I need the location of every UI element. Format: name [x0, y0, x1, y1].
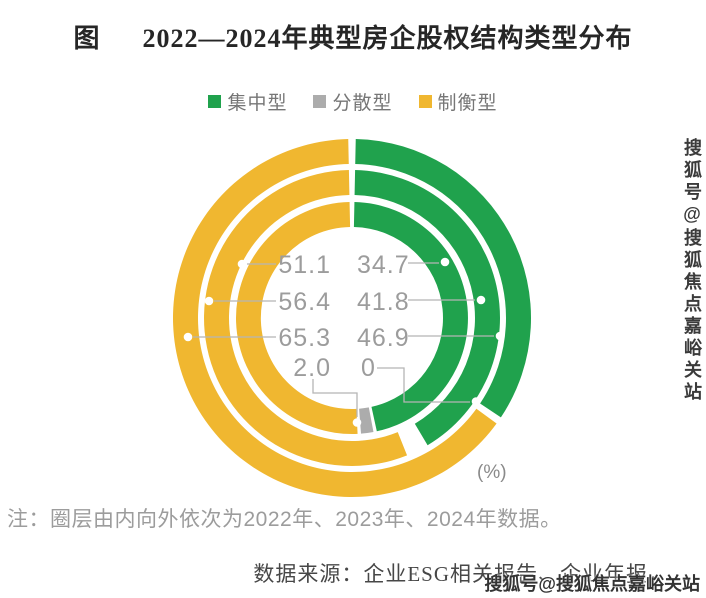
ring-2024-segment-集中型 [355, 139, 532, 418]
ring-2023-segment-制衡型 [204, 170, 408, 466]
legend-item-分散型: 分散型 [313, 88, 392, 115]
legend-item-集中型: 集中型 [208, 88, 287, 115]
leader-polyline-gray-left [312, 379, 358, 417]
ring-2022-segment-分散型 [359, 407, 374, 434]
value-label-分散型-2022: 2.0 [293, 354, 331, 382]
ring-2022-segment-制衡型 [236, 202, 358, 435]
unit-label: (%) [477, 462, 507, 483]
value-label-制衡型-2023: 56.4 [278, 288, 331, 316]
leader-dot-left-0 [237, 259, 247, 269]
chart-title-text: 2022—2024年典型房企股权结构类型分布 [142, 24, 633, 53]
legend-swatch-icon [208, 95, 222, 108]
leader-dot-right-2 [495, 331, 505, 341]
leader-dot-left-2 [183, 332, 193, 342]
legend-label: 制衡型 [437, 93, 498, 114]
value-label-集中型-2022: 46.9 [357, 324, 410, 352]
data-source: 数据来源：企业ESG相关报告、企业年报。 [253, 562, 670, 586]
value-label-制衡型-2022: 51.1 [278, 251, 331, 279]
value-label-分散型-2024: 0 [361, 354, 376, 382]
chart-note: 注：圈层由内向外依次为2022年、2023年、2024年数据。 [7, 508, 562, 531]
legend-item-制衡型: 制衡型 [418, 88, 498, 115]
value-label-制衡型-2024: 65.3 [278, 324, 331, 352]
value-label-集中型-2023: 41.8 [357, 288, 410, 316]
legend-swatch-icon [313, 95, 327, 108]
value-label-集中型-2024: 34.7 [357, 251, 410, 279]
ring-2023-segment-集中型 [354, 170, 500, 446]
junction-dot-inner-gray [352, 418, 362, 427]
legend-label: 分散型 [332, 93, 393, 114]
legend-label: 集中型 [227, 93, 288, 114]
watermark-side: 搜狐号@搜狐焦点嘉峪关站 [682, 138, 702, 404]
junction-dot-outer [471, 397, 481, 406]
legend-swatch-icon [418, 95, 432, 108]
chart-legend: 集中型 分散型 制衡型 [0, 88, 706, 115]
junction-dot-middle [401, 429, 411, 438]
chart-title-prefix: 图 [73, 24, 101, 53]
leader-dot-left-1 [204, 296, 214, 306]
ring-2022-segment-集中型 [353, 202, 468, 432]
leader-dot-right-0 [440, 257, 450, 267]
chart-title: 图 2022—2024年典型房企股权结构类型分布 [0, 18, 706, 55]
leader-polyline-gray-right [377, 367, 470, 403]
watermark-bottom: 搜狐号@搜狐焦点嘉峪关站 [484, 574, 700, 594]
leader-dot-right-1 [476, 295, 486, 305]
